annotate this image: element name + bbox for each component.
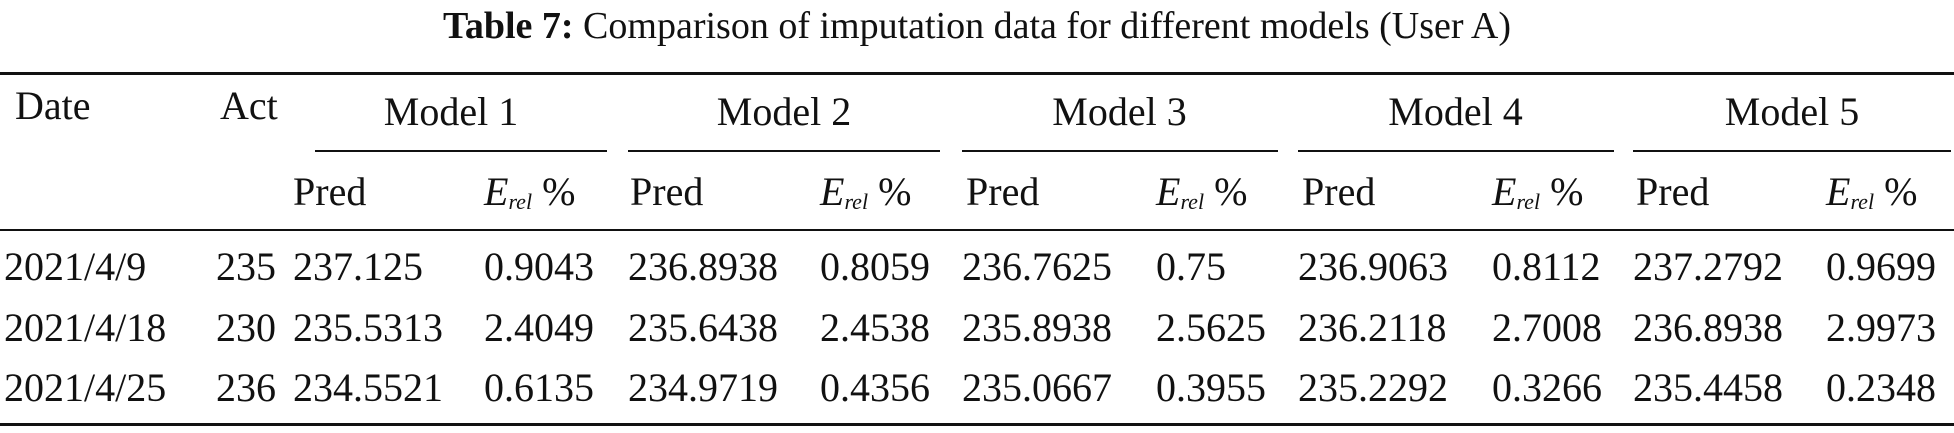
header-model-5: Model 5 bbox=[1724, 89, 1860, 134]
row-2-model-2-pred: 235.6438 bbox=[628, 305, 778, 350]
row-1-model-3-pred: 236.7625 bbox=[962, 244, 1112, 289]
header-erel-3: Erel % bbox=[1156, 169, 1248, 214]
header-model-3: Model 3 bbox=[1052, 89, 1187, 134]
row-3-model-5-pred: 235.4458 bbox=[1633, 365, 1783, 410]
row-3-act: 236 bbox=[216, 365, 276, 410]
row-1-date: 2021/4/9 bbox=[4, 244, 147, 289]
caption-text: Comparison of imputation data for differ… bbox=[583, 5, 1512, 47]
row-1-model-1-erel: 0.9043 bbox=[484, 244, 594, 289]
header-bottom-rule bbox=[0, 229, 1954, 231]
model-1-underline bbox=[315, 150, 607, 152]
row-3-model-5-erel: 0.2348 bbox=[1826, 365, 1936, 410]
row-3-model-1-erel: 0.6135 bbox=[484, 365, 594, 410]
header-pred-4: Pred bbox=[1302, 169, 1376, 214]
row-1-model-2-erel: 0.8059 bbox=[820, 244, 930, 289]
header-erel-2: Erel % bbox=[820, 169, 912, 214]
row-2-model-2-erel: 2.4538 bbox=[820, 305, 930, 350]
header-erel-4: Erel % bbox=[1492, 169, 1584, 214]
header-model-4: Model 4 bbox=[1388, 89, 1523, 134]
row-1-model-1-pred: 237.125 bbox=[293, 244, 423, 289]
row-2-model-3-erel: 2.5625 bbox=[1156, 305, 1266, 350]
header-act: Act bbox=[220, 83, 278, 128]
row-1-model-3-erel: 0.75 bbox=[1156, 244, 1226, 289]
row-2-model-5-pred: 236.8938 bbox=[1633, 305, 1783, 350]
header-pred-3: Pred bbox=[966, 169, 1040, 214]
row-1-model-5-pred: 237.2792 bbox=[1633, 244, 1783, 289]
header-model-2: Model 2 bbox=[716, 89, 852, 134]
row-2-model-4-erel: 2.7008 bbox=[1492, 305, 1602, 350]
table-caption: Table 7: Comparison of imputation data f… bbox=[0, 0, 1954, 52]
row-3-model-4-pred: 235.2292 bbox=[1298, 365, 1448, 410]
row-1-model-4-pred: 236.9063 bbox=[1298, 244, 1448, 289]
row-3-model-2-pred: 234.9719 bbox=[628, 365, 778, 410]
row-1-model-2-pred: 236.8938 bbox=[628, 244, 778, 289]
row-2-model-5-erel: 2.9973 bbox=[1826, 305, 1936, 350]
row-1-model-5-erel: 0.9699 bbox=[1826, 244, 1936, 289]
model-5-underline bbox=[1633, 150, 1951, 152]
top-rule bbox=[0, 72, 1954, 75]
caption-label: Table 7: bbox=[442, 5, 574, 47]
header-date: Date bbox=[15, 83, 91, 128]
header-erel-1: Erel % bbox=[484, 169, 576, 214]
row-2-model-1-erel: 2.4049 bbox=[484, 305, 594, 350]
header-pred-1: Pred bbox=[293, 169, 367, 214]
row-3-model-4-erel: 0.3266 bbox=[1492, 365, 1602, 410]
row-2-model-1-pred: 235.5313 bbox=[293, 305, 443, 350]
row-2-date: 2021/4/18 bbox=[4, 305, 167, 350]
bottom-rule bbox=[0, 423, 1954, 426]
row-3-model-2-erel: 0.4356 bbox=[820, 365, 930, 410]
model-3-underline bbox=[962, 150, 1278, 152]
row-2-model-4-pred: 236.2118 bbox=[1298, 305, 1447, 350]
row-1-act: 235 bbox=[216, 244, 276, 289]
row-3-model-3-erel: 0.3955 bbox=[1156, 365, 1266, 410]
row-3-date: 2021/4/25 bbox=[4, 365, 167, 410]
row-3-model-3-pred: 235.0667 bbox=[962, 365, 1112, 410]
header-pred-5: Pred bbox=[1636, 169, 1710, 214]
header-erel-5: Erel % bbox=[1826, 169, 1918, 214]
model-4-underline bbox=[1298, 150, 1614, 152]
row-2-model-3-pred: 235.8938 bbox=[962, 305, 1112, 350]
header-model-1: Model 1 bbox=[383, 89, 519, 134]
header-pred-2: Pred bbox=[630, 169, 704, 214]
model-2-underline bbox=[628, 150, 940, 152]
row-2-act: 230 bbox=[216, 305, 276, 350]
row-3-model-1-pred: 234.5521 bbox=[293, 365, 443, 410]
row-1-model-4-erel: 0.8112 bbox=[1492, 244, 1601, 289]
